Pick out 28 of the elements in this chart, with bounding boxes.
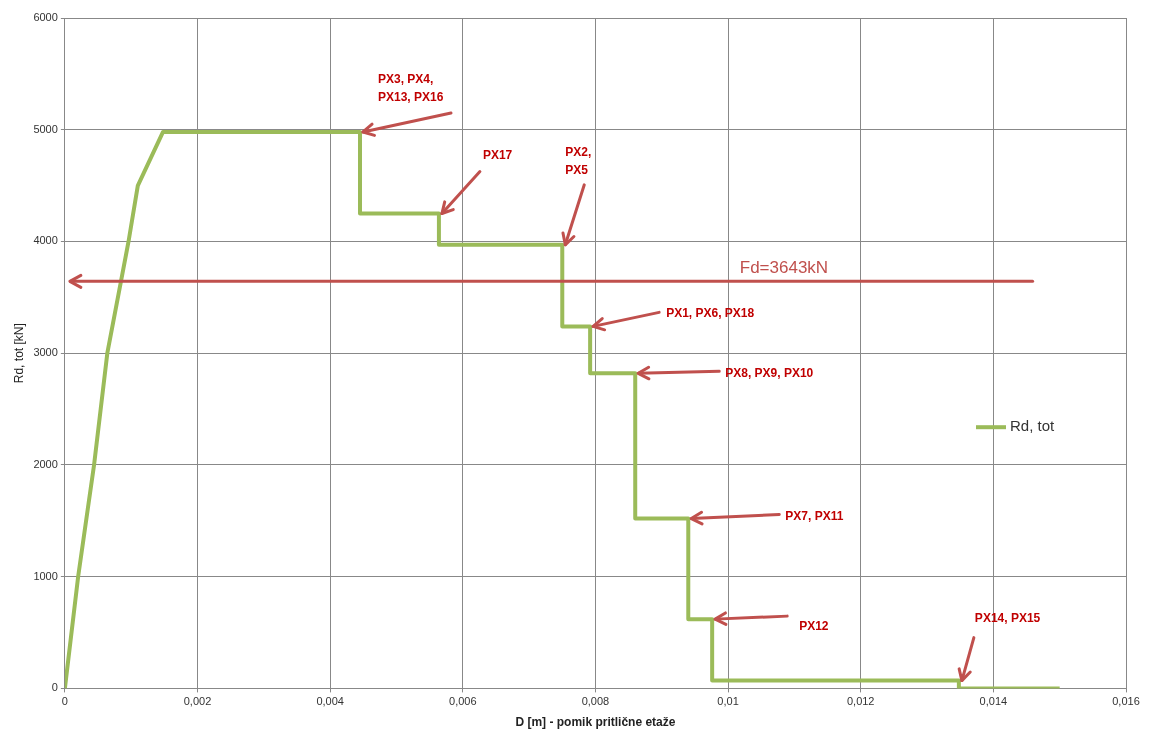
y-tick-label: 3000 [33, 346, 58, 359]
annotation: PX2, PX5 [565, 145, 592, 178]
legend-label: Rd, tot [1010, 417, 1056, 435]
x-tick-label: 0,006 [449, 695, 477, 708]
x-tick-label: 0 [61, 695, 68, 708]
y-tick-label: 5000 [33, 122, 58, 135]
y-tick-label: 6000 [33, 11, 58, 24]
annotation: PX12 [799, 619, 829, 634]
x-tick-label: 0,016 [1112, 695, 1140, 708]
annotation: PX3, PX4, PX13, PX16 [378, 72, 444, 105]
x-axis-title: D [m] - pomik pritlične etaže [515, 715, 676, 730]
x-tick-label: 0,01 [717, 695, 739, 708]
annotation: PX17 [482, 147, 513, 162]
x-tick-label: 0,012 [846, 695, 875, 708]
annotation: PX8, PX9, PX10 [725, 365, 814, 380]
x-tick-label: 0,004 [316, 695, 344, 708]
y-tick-label: 0 [51, 681, 58, 694]
x-tick-label: 0,008 [581, 695, 610, 708]
y-tick-label: 2000 [33, 457, 58, 470]
x-tick-label: 0,014 [979, 695, 1008, 708]
ref-line-label: Fd=3643kN [739, 257, 829, 277]
annotation: PX7, PX11 [785, 508, 844, 523]
y-axis-title: Rd, tot [kN] [11, 323, 26, 384]
y-tick-label: 4000 [33, 234, 58, 247]
y-tick-label: 1000 [33, 569, 58, 582]
x-tick-label: 0,002 [183, 695, 212, 708]
annotation: PX14, PX15 [974, 610, 1041, 625]
annotation: PX1, PX6, PX18 [666, 305, 755, 320]
